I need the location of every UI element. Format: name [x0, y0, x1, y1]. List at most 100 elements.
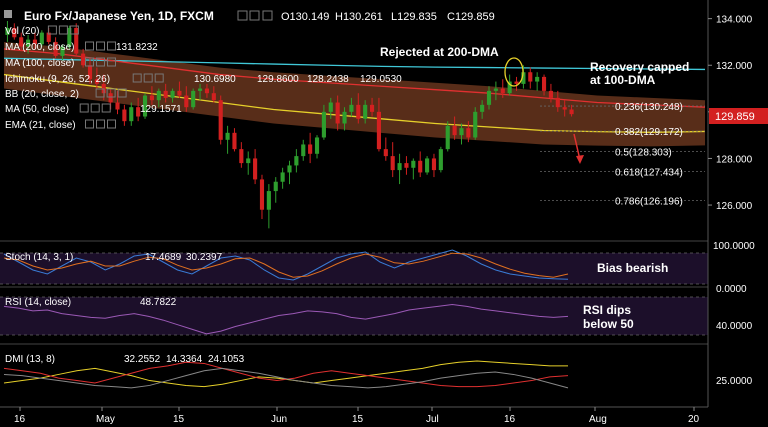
price-axis[interactable]: 134.000132.000130.000128.000126.000100.0… [708, 15, 755, 387]
fibonacci-levels: 0.236(130.248) 0.382(129.172) 0.5(128.303)… [540, 102, 705, 207]
ohlc-high: H130.261 [335, 11, 383, 23]
dmi-tick: 25.0000 [716, 376, 753, 387]
legend-value-3-0: 130.6980 [194, 74, 236, 85]
candle-body-55 [383, 149, 388, 157]
candle-body-76 [528, 72, 533, 82]
candle-body-4 [32, 39, 38, 45]
legend-close-icon-6[interactable] [107, 119, 116, 129]
fib-label-4: 0.786(126.196) [615, 196, 683, 207]
rsi-line [3, 303, 569, 335]
panel-bg-1 [0, 253, 708, 284]
candle-body-58 [404, 163, 409, 168]
candle-body-38 [266, 191, 271, 210]
collapse-icon[interactable] [4, 10, 12, 18]
settings-icon[interactable] [249, 10, 260, 21]
legend-eye-icon-1[interactable] [85, 41, 94, 51]
legend-settings-icon-6[interactable] [96, 119, 105, 129]
legend-eye-icon-6[interactable] [85, 119, 94, 129]
candle-body-66 [459, 128, 464, 136]
x-tick-label-2: 15 [173, 414, 185, 425]
candle-body-47 [328, 102, 333, 112]
close-icon[interactable] [262, 10, 273, 21]
legend-value-3-3: 129.0530 [360, 74, 402, 85]
legend-close-icon-5[interactable] [101, 103, 111, 113]
legend-eye-icon-0[interactable] [47, 25, 57, 35]
annotation-rsi-1: RSI dips [583, 303, 631, 317]
legend-eye-icon-4[interactable] [95, 88, 105, 98]
legend-settings-icon-2[interactable] [96, 57, 105, 67]
candle-body-53 [369, 104, 375, 112]
legend-close-icon-4[interactable] [117, 88, 127, 98]
candle-body-29 [204, 88, 210, 94]
candle-body-39 [273, 181, 278, 192]
candle-body-12 [87, 65, 93, 80]
x-tick-label-4: 15 [352, 414, 364, 425]
legend-settings-icon-0[interactable] [58, 25, 68, 35]
candle-body-62 [431, 158, 437, 171]
x-tick-label-3: Jun [271, 414, 287, 425]
candle-body-11 [81, 53, 86, 66]
annotation-recovery-2: at 100-DMA [590, 73, 656, 87]
stoch-d-line [3, 252, 569, 278]
candle-body-73 [507, 81, 512, 94]
x-tick-label-7: Aug [589, 414, 607, 425]
legend-close-icon-0[interactable] [69, 25, 79, 35]
candle-body-17 [122, 109, 127, 122]
legend-value-5-0: 129.1571 [140, 104, 182, 115]
legend-value-3-1: 129.8600 [257, 74, 299, 85]
candle-body-79 [548, 90, 553, 98]
candle-body-43 [301, 144, 306, 157]
candle-body-46 [321, 111, 326, 138]
legend-settings-icon-1[interactable] [96, 41, 105, 51]
legend-label-3: Ichimoku (9, 26, 52, 26) [5, 74, 110, 85]
candle-body-48 [335, 102, 340, 124]
adx-line [3, 367, 569, 389]
legend-settings-icon-5[interactable] [90, 103, 100, 113]
candle-body-1 [12, 27, 17, 38]
legend-close-icon-3[interactable] [154, 73, 164, 83]
eye-icon[interactable] [237, 10, 248, 21]
stoch-legend-d: 30.2397 [186, 252, 223, 263]
legend-label-4: BB (20, close, 2) [5, 89, 79, 100]
candle-body-6 [46, 32, 51, 42]
legend-close-icon-1[interactable] [107, 41, 116, 51]
candle-body-75 [521, 72, 526, 84]
legend-settings-icon-4[interactable] [106, 88, 116, 98]
candle-body-68 [473, 111, 478, 138]
legend-eye-icon-3[interactable] [132, 73, 142, 83]
candle-body-21 [149, 95, 154, 101]
fib-label-1: 0.382(129.172) [615, 127, 683, 138]
x-tick-label-8: 20 [688, 414, 700, 425]
legend-value-1-0: 131.8232 [116, 42, 158, 53]
candle-body-70 [486, 90, 492, 105]
stoch-legend-k: 17.4689 [145, 252, 182, 263]
legend-close-icon-2[interactable] [107, 57, 116, 67]
legend-eye-icon-2[interactable] [85, 57, 94, 67]
candle-body-32 [225, 132, 230, 140]
candle-body-22 [156, 90, 161, 101]
annotation-rejected: Rejected at 200-DMA [380, 45, 499, 59]
rsi-tick: 40.0000 [716, 321, 753, 332]
chart-header: Euro Fx/Japanese Yen, 1D, FXCM O130.149 … [4, 9, 495, 23]
legend-eye-icon-5[interactable] [79, 103, 89, 113]
fib-label-3: 0.618(127.434) [615, 168, 683, 179]
candle-body-37 [259, 179, 265, 210]
candle-body-28 [198, 88, 203, 91]
candle-body-69 [480, 104, 485, 112]
legend-label-6: EMA (21, close) [5, 120, 76, 131]
candle-body-65 [452, 125, 457, 136]
candle-body-56 [390, 156, 395, 171]
candle-body-45 [314, 137, 320, 154]
candle-body-74 [514, 81, 519, 84]
candle-body-34 [239, 149, 244, 164]
candle-body-26 [184, 95, 189, 108]
candle-body-8 [60, 46, 65, 56]
candle-body-31 [218, 100, 223, 140]
x-tick-label-0: 16 [14, 414, 26, 425]
rsi-legend-value: 48.7822 [140, 297, 177, 308]
legend-settings-icon-3[interactable] [143, 73, 153, 83]
indicator-legend[interactable]: Vol (20) MA (200, close) 131.8232 MA (100, … [5, 25, 402, 365]
time-axis[interactable]: 16 May 15 Jun 15 Jul 16 Aug 20 [14, 407, 700, 425]
candle-body-23 [163, 90, 168, 98]
